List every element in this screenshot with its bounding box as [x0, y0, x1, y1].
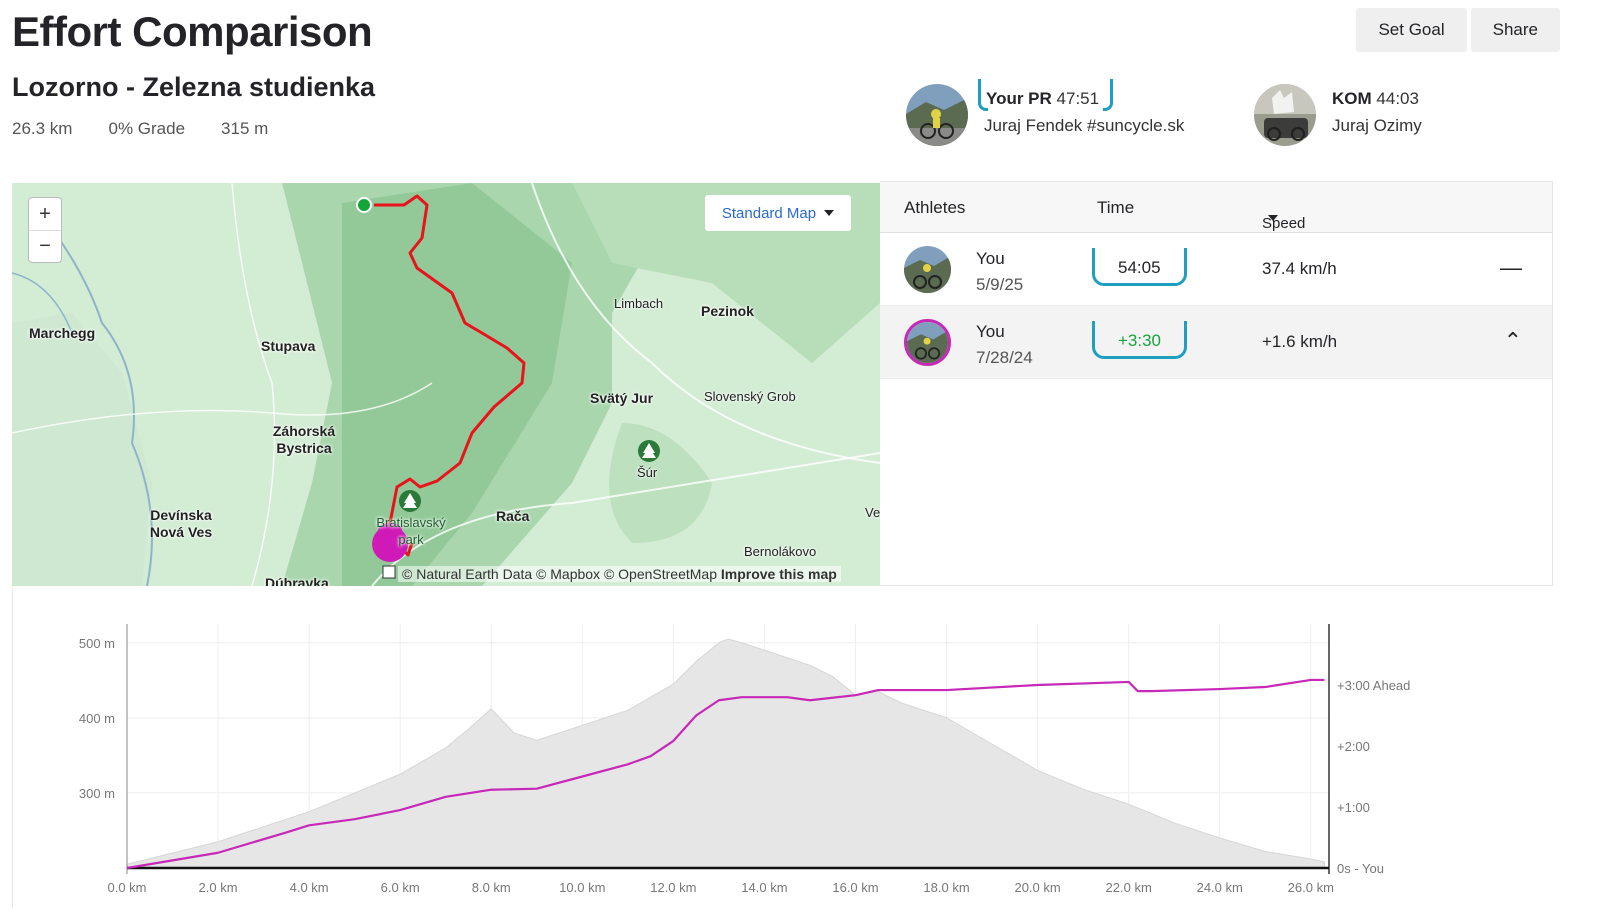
x-tick-label: 24.0 km [1197, 880, 1243, 895]
segment-map[interactable]: Marchegg Stupava Záhorská Bystrica Devín… [12, 183, 880, 586]
x-tick-label: 8.0 km [472, 880, 511, 895]
effort-date[interactable]: 5/9/25 [976, 275, 1024, 294]
efforts-table: Athletes Time Speed You 5/9/25 54:05 37.… [880, 181, 1553, 586]
zoom-out-button[interactable]: − [29, 230, 61, 262]
remove-comparison-button[interactable]: — [1500, 255, 1522, 280]
start-marker [356, 197, 372, 213]
map-label: Záhorská Bystrica [272, 423, 336, 456]
map-zoom-control: + − [28, 197, 62, 263]
route-line [374, 194, 526, 557]
improve-map-link[interactable]: Improve this map [720, 566, 837, 582]
x-tick-label: 26.0 km [1288, 880, 1334, 895]
y-right-tick-label: +2:00 [1337, 739, 1370, 754]
map-label: Stupava [261, 338, 316, 354]
collapse-chevron-icon[interactable]: ⌃ [1503, 328, 1522, 353]
kom-leader[interactable]: KOM 44:03 Juraj Ozimy [1254, 84, 1422, 146]
kom-label: KOM [1332, 89, 1372, 108]
y-right-tick-label: +3:00 Ahead [1337, 678, 1410, 693]
x-tick-label: 20.0 km [1014, 880, 1060, 895]
set-goal-button[interactable]: Set Goal [1356, 8, 1467, 52]
segment-stats: 26.3 km 0% Grade 315 m [12, 119, 268, 139]
effort-date[interactable]: 7/28/24 [976, 348, 1033, 367]
map-label: Rača [496, 508, 530, 524]
map-label: Ve [865, 505, 880, 520]
avatar [906, 84, 968, 146]
avatar [904, 319, 951, 366]
park-icon [399, 490, 421, 512]
pr-highlight: Your PR 47:51 [978, 79, 1114, 112]
segment-elevation: 315 m [221, 119, 269, 138]
x-tick-label: 18.0 km [923, 880, 969, 895]
x-tick-label: 14.0 km [741, 880, 787, 895]
y-left-tick-label: 500 m [79, 636, 115, 651]
time-column-header: Time [1097, 198, 1135, 217]
y-right-tick-label: 0s - You [1337, 861, 1384, 876]
map-label: Dúbravka [265, 575, 329, 586]
table-row[interactable]: You 5/9/25 54:05 37.4 km/h — [880, 233, 1552, 306]
pr-label: Your PR [986, 89, 1052, 108]
athlete-cell: You 5/9/25 [976, 246, 1023, 298]
elevation-area [126, 638, 1325, 869]
x-tick-label: 22.0 km [1106, 880, 1152, 895]
chart-canvas: 500 m 400 m 300 m +3:00 Ahead +2:00 +1:00 0s -… [79, 624, 1410, 895]
table-row[interactable]: You 7/28/24 +3:30 +1.6 km/h ⌃ [880, 306, 1552, 379]
chevron-down-icon [1268, 215, 1278, 221]
effort-time-delta: +3:30 [1091, 321, 1188, 359]
x-tick-label: 0.0 km [107, 880, 146, 895]
map-label: Bernolákovo [744, 544, 817, 559]
map-label: Svätý Jur [590, 390, 654, 406]
map-type-dropdown[interactable]: Standard Map [705, 195, 851, 231]
map-label: Pezinok [701, 303, 754, 319]
athletes-column-header: Athletes [904, 198, 966, 217]
map-label: Bratislavský park [376, 515, 446, 547]
segment-name: Lozorno - Zelezna studienka [12, 72, 376, 102]
y-right-tick-label: +1:00 [1337, 800, 1370, 815]
kom-athlete-name: Juraj Ozimy [1332, 116, 1422, 135]
effort-speed-delta: +1.6 km/h [1262, 332, 1338, 351]
map-label: Slovenský Grob [704, 389, 796, 404]
athlete-name[interactable]: You [976, 322, 1005, 341]
avatar [1254, 84, 1316, 146]
segment-grade: 0% Grade [108, 119, 186, 138]
pr-athlete-name: Juraj Fendek #suncycle.sk [984, 116, 1185, 135]
y-left-tick-label: 400 m [79, 711, 115, 726]
kom-time: 44:03 [1376, 89, 1419, 108]
x-tick-label: 16.0 km [832, 880, 878, 895]
x-tick-label: 12.0 km [650, 880, 696, 895]
zoom-in-button[interactable]: + [39, 202, 51, 225]
pr-leader[interactable]: Your PR 47:51 Juraj Fendek #suncycle.sk [906, 79, 1185, 146]
page-title: Effort Comparison [12, 8, 373, 55]
avatar [904, 246, 951, 293]
share-button[interactable]: Share [1470, 8, 1560, 52]
effort-speed: 37.4 km/h [1262, 259, 1337, 278]
x-tick-label: 10.0 km [559, 880, 605, 895]
y-left-tick-label: 300 m [79, 786, 115, 801]
park-icon [638, 440, 660, 462]
pr-time: 47:51 [1056, 89, 1100, 108]
x-tick-label: 4.0 km [290, 880, 329, 895]
map-label: Marchegg [29, 325, 96, 341]
time-gap-line [126, 678, 1325, 870]
x-tick-label: 6.0 km [381, 880, 420, 895]
elevation-chart[interactable]: 500 m 400 m 300 m +3:00 Ahead +2:00 +1:00 0s -… [12, 588, 1553, 908]
chevron-down-icon [824, 210, 835, 216]
segment-distance: 26.3 km [12, 119, 73, 138]
effort-time: 54:05 [1092, 248, 1187, 286]
table-header: Athletes Time Speed [880, 182, 1552, 233]
x-tick-label: 2.0 km [199, 880, 238, 895]
map-label: Limbach [614, 296, 664, 311]
top-actions: Set Goal Share [1356, 8, 1560, 52]
map-type-label: Standard Map [721, 204, 817, 222]
athlete-cell: You 7/28/24 [976, 319, 1033, 371]
map-label: Šúr [637, 465, 658, 480]
attribution-text[interactable]: © Natural Earth Data © Mapbox © OpenStre… [402, 566, 717, 582]
map-attribution: © Natural Earth Data © Mapbox © OpenStre… [398, 566, 841, 582]
map-label: Devínska Nová Ves [149, 507, 213, 540]
athlete-name[interactable]: You [976, 249, 1005, 268]
